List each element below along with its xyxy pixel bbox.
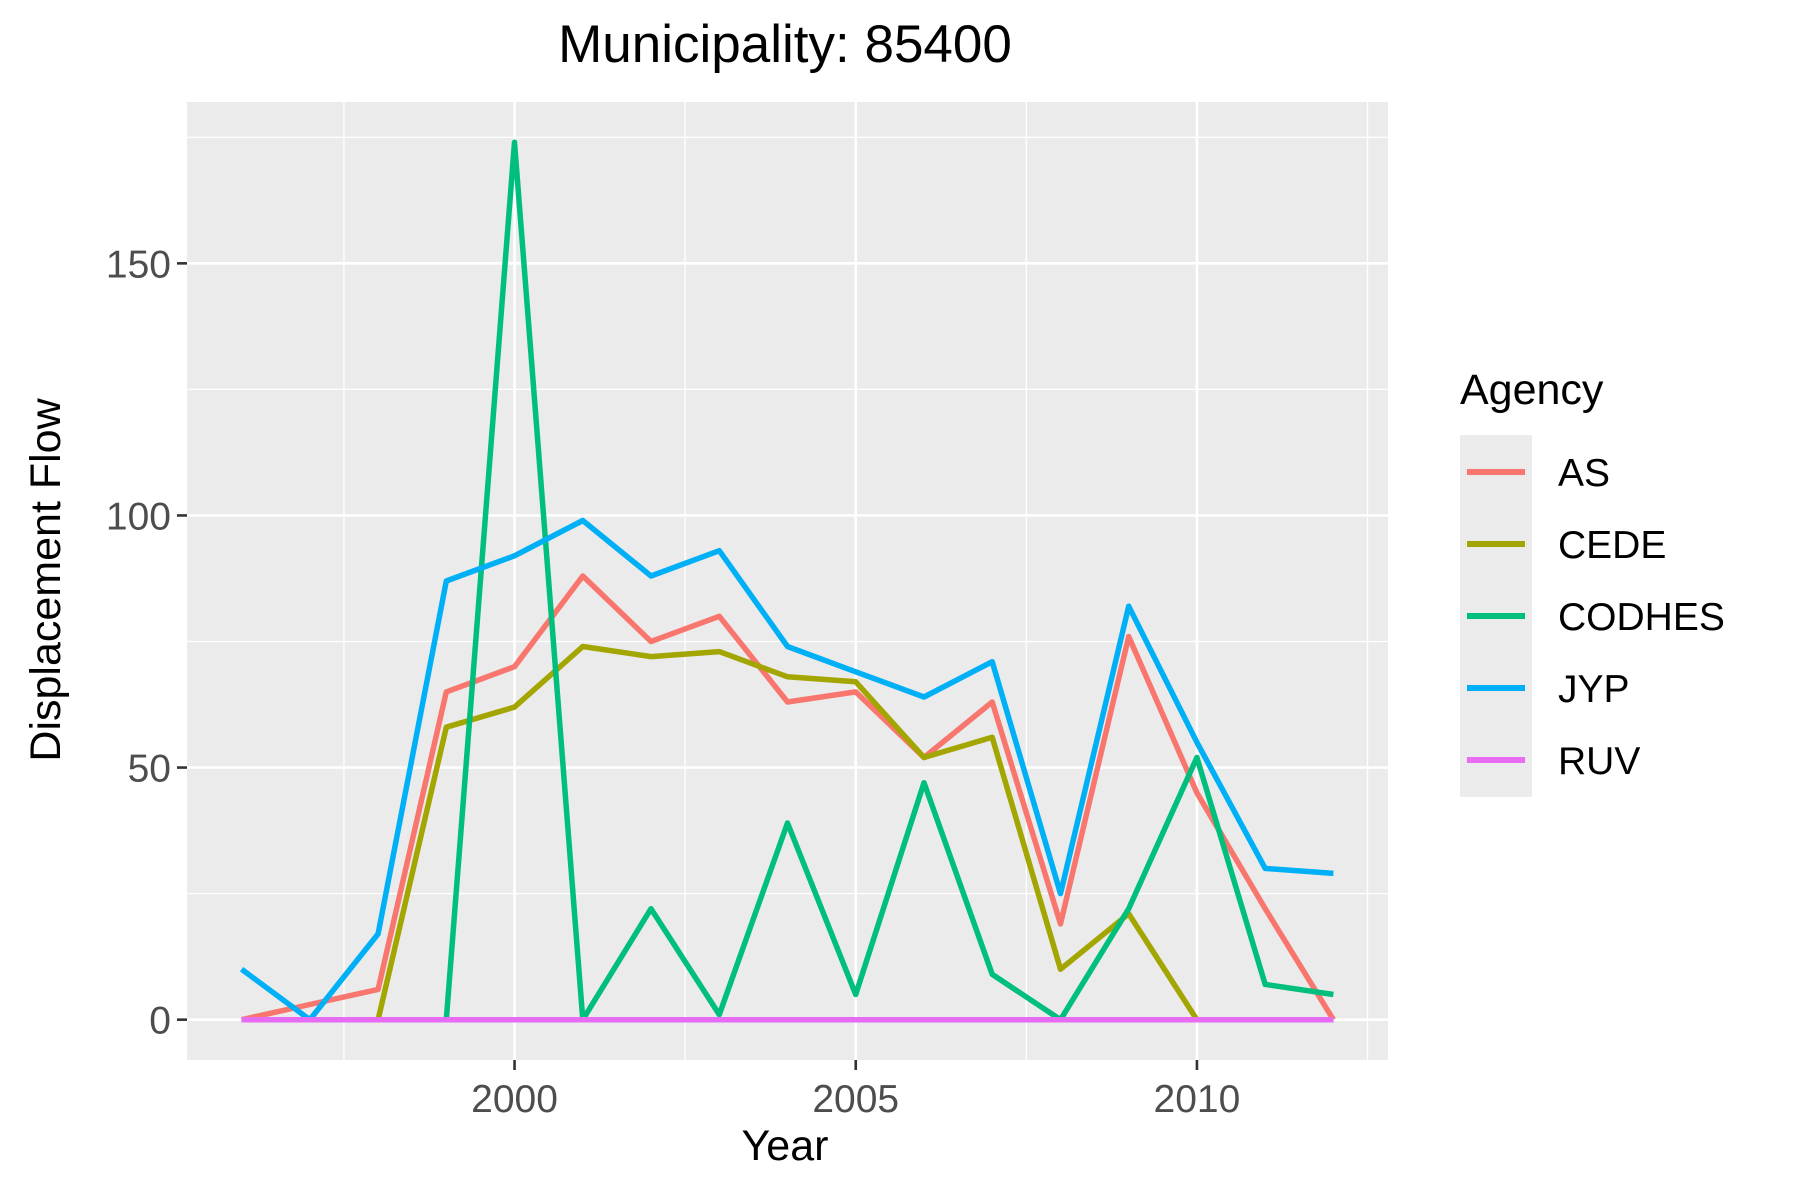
y-tick-label: 150 <box>106 243 171 286</box>
legend-label-ruv: RUV <box>1558 740 1640 783</box>
y-axis: 0 50 100 150 <box>106 243 187 1043</box>
series-line-jyp <box>239 517 1334 1023</box>
x-tick-label: 2000 <box>471 1078 558 1121</box>
y-tick-label: 50 <box>128 748 171 791</box>
legend-title: Agency <box>1460 366 1604 414</box>
series-line-cede <box>241 643 1334 1023</box>
y-tick-label: 0 <box>149 1000 171 1043</box>
x-axis-title: Year <box>742 1122 829 1170</box>
x-axis: 2000 2005 2010 <box>471 1060 1240 1121</box>
y-axis-title: Displacement Flow <box>22 397 70 761</box>
series-line-as <box>241 573 1336 1023</box>
chart-title: Municipality: 85400 <box>558 15 1012 74</box>
y-tick-label: 100 <box>106 495 171 538</box>
x-tick-label: 2005 <box>812 1078 899 1121</box>
plot-panel <box>187 102 1388 1060</box>
legend: Agency AS CEDE CODHES JYP RUV <box>1460 366 1725 797</box>
x-tick-label: 2010 <box>1154 1078 1241 1121</box>
series-lines <box>239 139 1336 1023</box>
legend-label-jyp: JYP <box>1558 668 1630 711</box>
legend-label-codhes: CODHES <box>1558 596 1725 639</box>
legend-label-cede: CEDE <box>1558 524 1666 567</box>
legend-label-as: AS <box>1558 452 1610 495</box>
